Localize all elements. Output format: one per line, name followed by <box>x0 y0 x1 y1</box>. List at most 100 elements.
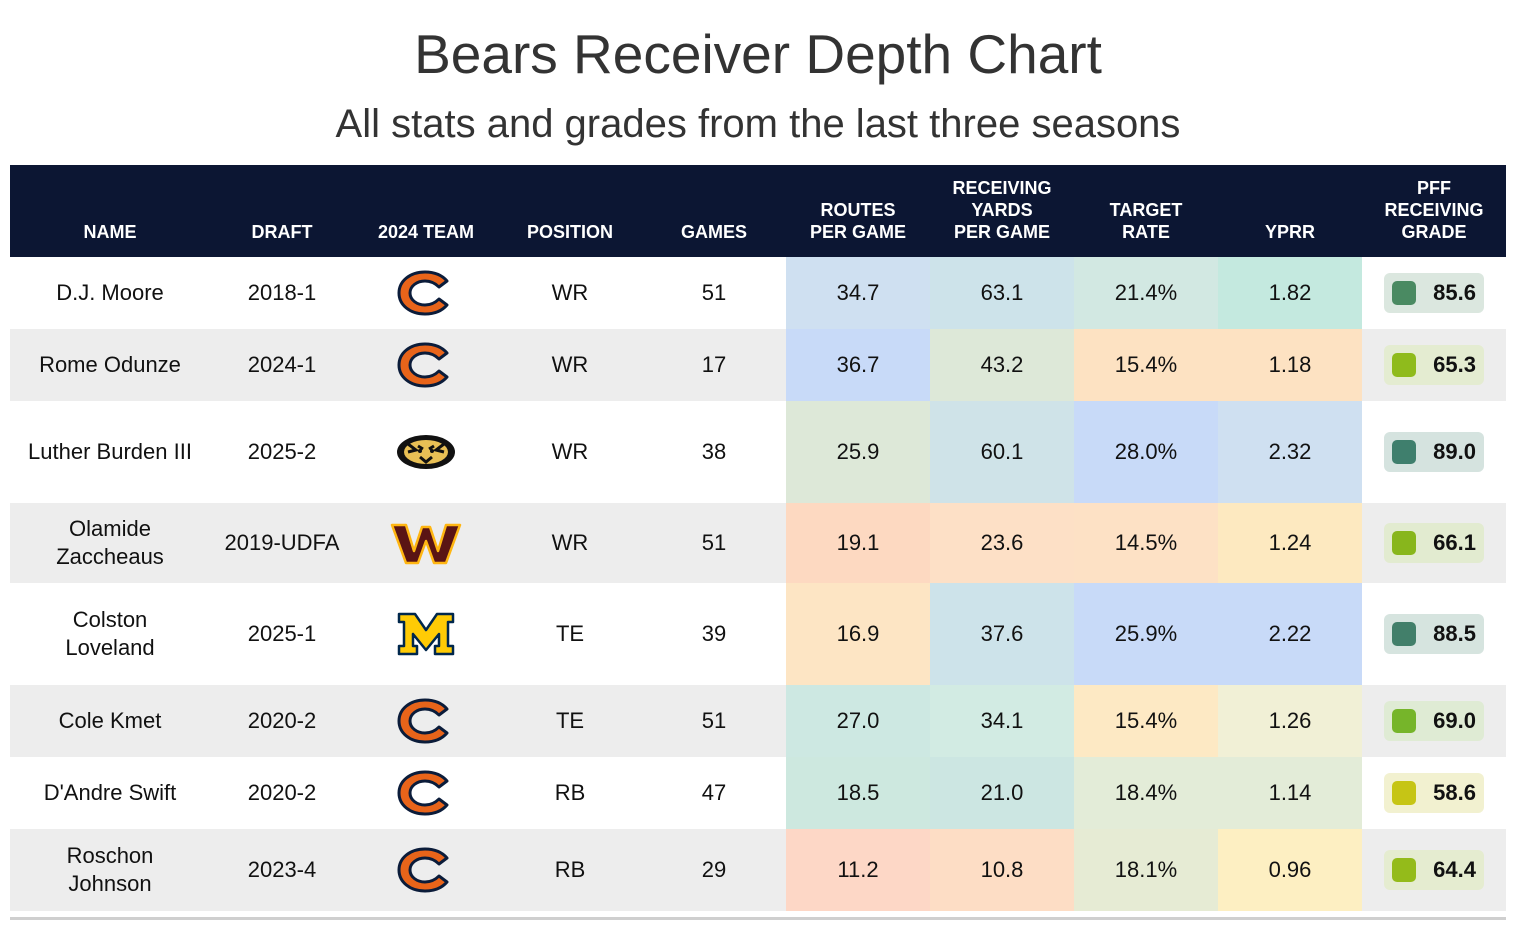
yprr-cell: 1.82 <box>1218 257 1362 329</box>
column-header-yprr: YPRR <box>1264 222 1315 242</box>
yprr-cell: 1.24 <box>1218 503 1362 583</box>
grade-cell: 85.6 <box>1362 257 1506 329</box>
draft-cell: 2025-2 <box>247 439 317 464</box>
yards-cell: 23.6 <box>930 503 1074 583</box>
games-cell: 51 <box>701 280 727 305</box>
yprr-cell: 1.26 <box>1218 685 1362 757</box>
target-cell: 14.5% <box>1074 503 1218 583</box>
name-cell: Olamide Zaccheaus <box>56 516 164 569</box>
position-cell: TE <box>555 708 585 733</box>
grade-badge: 88.5 <box>1384 614 1484 654</box>
grade-cell: 58.6 <box>1362 757 1506 829</box>
michigan-wolverines-logo-icon <box>354 583 498 685</box>
column-header-routes: ROUTES PER GAME <box>809 200 906 242</box>
grade-value: 89.0 <box>1433 439 1476 464</box>
name-cell: Cole Kmet <box>58 708 162 733</box>
yprr-cell: 0.96 <box>1218 829 1362 911</box>
position-cell: WR <box>551 439 589 464</box>
grade-swatch <box>1392 781 1416 805</box>
games-cell: 29 <box>701 857 727 882</box>
table-row: D'Andre Swift 2020-2 RB 47 18.5 21.0 18.4% 1.14… <box>10 757 1506 829</box>
routes-cell: 11.2 <box>786 829 930 911</box>
games-cell: 51 <box>701 708 727 733</box>
column-header-yards: RECEIVING YARDS PER GAME <box>952 178 1052 242</box>
position-cell: WR <box>551 280 589 305</box>
position-cell: WR <box>551 352 589 377</box>
games-cell: 39 <box>701 621 727 646</box>
grade-value: 85.6 <box>1433 280 1476 305</box>
grade-badge: 69.0 <box>1384 701 1484 741</box>
routes-cell: 34.7 <box>786 257 930 329</box>
routes-cell: 25.9 <box>786 401 930 503</box>
games-cell: 47 <box>701 780 727 805</box>
yprr-cell: 1.14 <box>1218 757 1362 829</box>
target-cell: 25.9% <box>1074 583 1218 685</box>
name-cell: Roschon Johnson <box>66 843 154 896</box>
grade-value: 65.3 <box>1433 352 1476 377</box>
missouri-tigers-logo-icon <box>354 401 498 503</box>
routes-cell: 18.5 <box>786 757 930 829</box>
column-header-team: 2024 TEAM <box>377 222 475 242</box>
grade-cell: 65.3 <box>1362 329 1506 401</box>
grade-value: 64.4 <box>1433 857 1476 882</box>
name-cell: Colston Loveland <box>65 607 155 660</box>
column-header-grade: PFF RECEIVING GRADE <box>1384 178 1484 242</box>
yprr-cell: 2.22 <box>1218 583 1362 685</box>
yards-cell: 21.0 <box>930 757 1074 829</box>
table-row: Rome Odunze 2024-1 WR 17 36.7 43.2 15.4% 1.18 65… <box>10 329 1506 401</box>
games-cell: 38 <box>701 439 727 464</box>
grade-swatch <box>1392 531 1416 555</box>
table-row: Luther Burden III 2025-2 WR 38 25.9 60.1 28.0%… <box>10 401 1506 503</box>
table-body: D.J. Moore 2018-1 WR 51 34.7 63.1 21.4% 1.82 85.… <box>10 257 1506 911</box>
target-cell: 18.1% <box>1074 829 1218 911</box>
position-cell: RB <box>554 857 586 882</box>
games-cell: 51 <box>701 530 727 555</box>
column-header-games: GAMES <box>680 222 747 242</box>
position-cell: RB <box>554 780 586 805</box>
page-subtitle: All stats and grades from the last three… <box>335 102 1181 146</box>
grade-badge: 66.1 <box>1384 523 1484 563</box>
name-cell: D.J. Moore <box>56 280 164 305</box>
routes-cell: 19.1 <box>786 503 930 583</box>
column-header-position: POSITION <box>526 222 613 242</box>
draft-cell: 2020-2 <box>247 780 317 805</box>
name-cell: Rome Odunze <box>39 352 181 377</box>
draft-cell: 2019-UDFA <box>224 530 340 555</box>
target-cell: 15.4% <box>1074 685 1218 757</box>
name-cell: D'Andre Swift <box>43 780 177 805</box>
grade-value: 66.1 <box>1433 530 1476 555</box>
washington-commanders-logo-icon <box>354 503 498 583</box>
grade-value: 69.0 <box>1433 708 1476 733</box>
chicago-bears-logo-icon <box>354 257 498 329</box>
grade-swatch <box>1392 440 1416 464</box>
name-cell: Luther Burden III <box>28 439 192 464</box>
depth-chart-table: NAME DRAFT 2024 TEAM POSITION GAMES ROUT… <box>10 165 1506 911</box>
yards-cell: 34.1 <box>930 685 1074 757</box>
draft-cell: 2018-1 <box>247 280 317 305</box>
yprr-cell: 1.18 <box>1218 329 1362 401</box>
column-header-target-rate: TARGET RATE <box>1109 200 1183 242</box>
grade-value: 88.5 <box>1433 621 1476 646</box>
table-row: Olamide Zaccheaus 2019-UDFA WR 51 19.1 23.6 14… <box>10 503 1506 583</box>
grade-swatch <box>1392 353 1416 377</box>
position-cell: WR <box>551 530 589 555</box>
yards-cell: 43.2 <box>930 329 1074 401</box>
grade-badge: 58.6 <box>1384 773 1484 813</box>
grade-cell: 88.5 <box>1362 583 1506 685</box>
routes-cell: 36.7 <box>786 329 930 401</box>
yards-cell: 10.8 <box>930 829 1074 911</box>
games-cell: 17 <box>701 352 727 377</box>
position-cell: TE <box>555 621 585 646</box>
table-row: Cole Kmet 2020-2 TE 51 27.0 34.1 15.4% 1.26 69.0 <box>10 685 1506 757</box>
grade-swatch <box>1392 858 1416 882</box>
yprr-cell: 2.32 <box>1218 401 1362 503</box>
grade-badge: 89.0 <box>1384 432 1484 472</box>
draft-cell: 2023-4 <box>247 857 317 882</box>
routes-cell: 16.9 <box>786 583 930 685</box>
grade-badge: 64.4 <box>1384 850 1484 890</box>
chicago-bears-logo-icon <box>354 329 498 401</box>
target-cell: 15.4% <box>1074 329 1218 401</box>
table-row: D.J. Moore 2018-1 WR 51 34.7 63.1 21.4% 1.82 85.… <box>10 257 1506 329</box>
page-title: Bears Receiver Depth Chart <box>414 23 1102 85</box>
draft-cell: 2025-1 <box>247 621 317 646</box>
